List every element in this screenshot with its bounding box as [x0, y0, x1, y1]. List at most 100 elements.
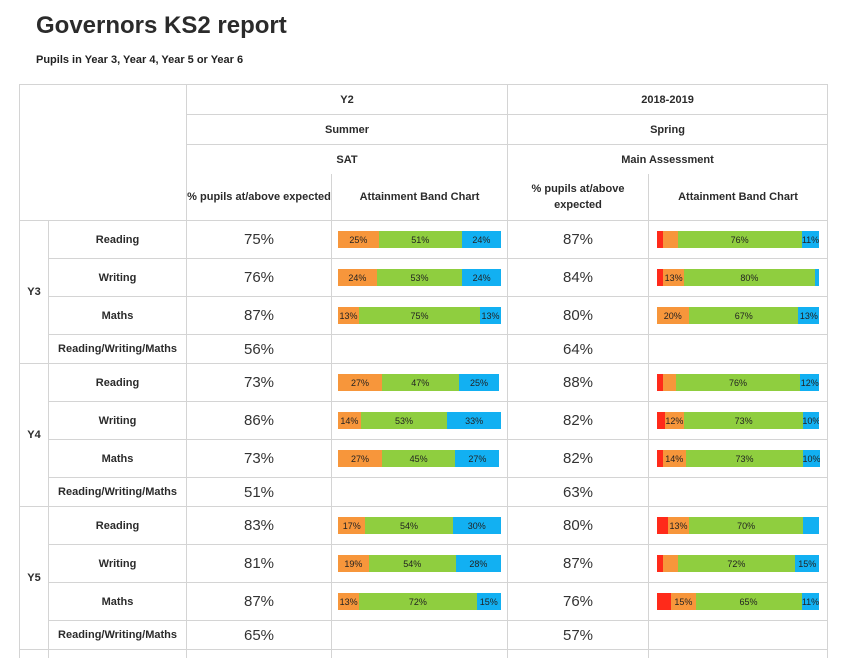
page-title: Governors KS2 report [36, 12, 287, 39]
table-row: Maths 87% 13% 75% 13% 80% 20% 67% 13% [20, 296, 829, 335]
attainment-band-bar: 12% 73% 10% [656, 412, 820, 429]
table-row-cutoff [19, 649, 829, 658]
band-segment-orange: 27% [338, 374, 382, 391]
band-segment-green: 54% [368, 555, 456, 572]
chart-cell: 14% 73% 10% [647, 439, 829, 478]
band-segment-blue: 30% [452, 517, 501, 534]
percent-value: 87% [507, 220, 649, 259]
year-label: Y4 [19, 363, 49, 507]
chart-cell: 24% 53% 24% [331, 258, 508, 297]
band-segment-blue: 24% [461, 231, 501, 248]
percent-value: 80% [507, 506, 649, 545]
percent-value: 87% [186, 582, 332, 621]
cutoff-cell [186, 649, 332, 658]
chart-cell: 13% 72% 15% [331, 582, 508, 621]
attainment-band-bar: 76% 11% [656, 231, 820, 248]
table-row: Maths 87% 13% 72% 15% 76% 15% 65% 11% [20, 582, 829, 621]
band-segment-blue: 11% [801, 231, 820, 248]
subject-label: Writing [48, 258, 187, 297]
band-segment-red [656, 555, 664, 572]
attainment-band-bar: 13% 72% 15% [338, 593, 501, 610]
percent-value: 56% [186, 334, 332, 364]
band-segment-blue: 28% [455, 555, 501, 572]
band-segment-red [656, 450, 663, 467]
percent-value: 80% [507, 296, 649, 335]
header-term-1: Summer [186, 114, 508, 145]
percent-value: 75% [186, 220, 332, 259]
subject-label: Reading [48, 506, 187, 545]
band-segment-red [656, 517, 668, 534]
table-row-combined: Reading/Writing/Maths 65% 57% [20, 620, 829, 650]
band-segment-green: 65% [695, 593, 802, 610]
chart-cell: 19% 54% 28% [331, 544, 508, 583]
chart-cell: 13% 70% [647, 506, 829, 545]
band-segment-blue: 27% [455, 450, 500, 467]
chart-cell: 20% 67% 13% [647, 296, 829, 335]
subject-label: Reading/Writing/Maths [48, 620, 187, 650]
header-pct-1: % pupils at/above expected [186, 174, 332, 221]
header-pct-2: % pupils at/above expected [507, 174, 649, 221]
table-row: Y5 Reading 83% 17% 54% 30% 80% 13% 70% [19, 506, 829, 650]
subject-label: Maths [48, 296, 187, 335]
band-segment-red [656, 374, 664, 391]
band-segment-green: 75% [358, 307, 481, 324]
band-segment-orange [663, 231, 678, 248]
band-segment-orange: 25% [338, 231, 379, 248]
table-row-combined: Reading/Writing/Maths 56% 64% [20, 334, 829, 364]
band-segment-green: 67% [689, 307, 799, 324]
band-segment-orange: 14% [662, 450, 686, 467]
band-segment-red [656, 269, 664, 286]
band-segment-orange: 13% [338, 307, 359, 324]
report-table: Y2 2018-2019 Summer Spring SAT Main Asse… [19, 84, 829, 658]
band-segment-orange: 13% [663, 269, 685, 286]
cutoff-cell [507, 649, 649, 658]
empty-chart-cell [331, 620, 508, 650]
attainment-band-bar: 27% 45% 27% [338, 450, 501, 467]
attainment-band-bar: 19% 54% 28% [338, 555, 501, 572]
band-segment-orange: 13% [338, 593, 360, 610]
cutoff-cell [331, 649, 508, 658]
band-segment-orange: 17% [338, 517, 366, 534]
band-segment-blue: 25% [458, 374, 500, 391]
band-segment-blue [803, 517, 820, 534]
table-row: Writing 81% 19% 54% 28% 87% 72% 15% [20, 544, 829, 583]
percent-value: 51% [186, 477, 332, 507]
band-segment-green: 73% [684, 412, 804, 429]
band-segment-orange: 14% [338, 412, 361, 429]
header-year-2: 2018-2019 [506, 84, 829, 115]
attainment-band-bar: 76% 12% [656, 374, 820, 391]
percent-value: 65% [186, 620, 332, 650]
header-year-1: Y2 [186, 84, 508, 115]
cutoff-cell [647, 649, 829, 658]
band-segment-blue: 12% [799, 374, 820, 391]
band-segment-green: 80% [684, 269, 815, 286]
chart-cell: 72% 15% [647, 544, 829, 583]
page-subtitle: Pupils in Year 3, Year 4, Year 5 or Year… [36, 54, 244, 66]
empty-chart-cell [647, 620, 829, 650]
chart-cell: 27% 45% 27% [331, 439, 508, 478]
subject-label: Maths [48, 439, 187, 478]
chart-cell: 12% 73% 10% [647, 401, 829, 440]
table-row: Writing 76% 24% 53% 24% 84% 13% 80% [20, 258, 829, 297]
empty-chart-cell [647, 334, 829, 364]
empty-chart-cell [647, 477, 829, 507]
band-segment-orange: 19% [338, 555, 369, 572]
chart-cell: 13% 75% 13% [331, 296, 508, 335]
band-segment-blue: 15% [795, 555, 820, 572]
band-segment-orange: 20% [656, 307, 690, 324]
chart-cell: 15% 65% 11% [647, 582, 829, 621]
header-assessment-1: SAT [186, 144, 508, 174]
header-assessment-2: Main Assessment [506, 144, 829, 174]
percent-value: 84% [507, 258, 649, 297]
subject-label: Reading [48, 220, 187, 259]
chart-cell: 25% 51% 24% [331, 220, 508, 259]
attainment-band-bar: 15% 65% 11% [656, 593, 820, 610]
empty-chart-cell [331, 477, 508, 507]
subject-label: Reading [48, 363, 187, 402]
percent-value: 63% [507, 477, 649, 507]
band-segment-green: 70% [689, 517, 804, 534]
band-segment-blue: 10% [803, 412, 820, 429]
cutoff-cell [48, 649, 187, 658]
table-row: Y4 Reading 73% 27% 47% 25% 88% 76% 12% [19, 363, 829, 507]
percent-value: 76% [507, 582, 649, 621]
